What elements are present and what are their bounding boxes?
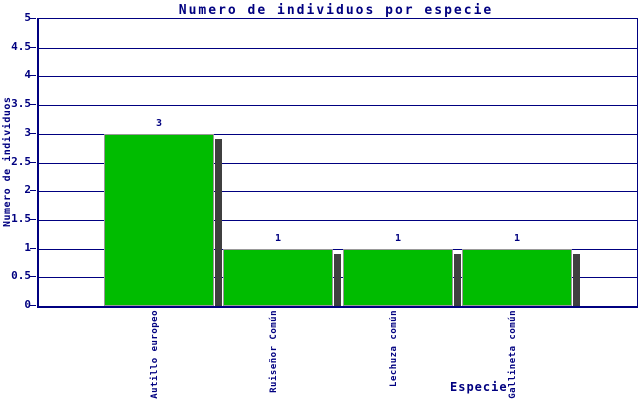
- chart-title: Numero de individuos por especie: [178, 3, 494, 18]
- bar-value-label: 1: [274, 233, 282, 244]
- y-tick: [30, 18, 36, 19]
- bar-shadow: [334, 254, 341, 306]
- y-tick: [30, 133, 36, 134]
- x-category-label: Gallineta común: [508, 310, 518, 399]
- y-tick: [30, 305, 36, 306]
- y-tick-label: 3: [24, 126, 31, 139]
- gridline: [39, 191, 637, 192]
- x-category-label: Autillo europeo: [150, 310, 160, 399]
- bar: [343, 249, 453, 306]
- y-tick: [30, 190, 36, 191]
- y-tick-label: 2: [24, 183, 31, 196]
- y-tick-label: 2.5: [11, 155, 31, 168]
- gridline: [39, 134, 637, 135]
- y-tick-label: 0: [24, 298, 31, 311]
- bar: [462, 249, 572, 306]
- y-tick-label: 3.5: [11, 97, 31, 110]
- y-tick-label: 5: [24, 11, 31, 24]
- bar: [223, 249, 333, 306]
- x-category-label: Ruiseñor Común: [269, 310, 279, 393]
- gridline: [39, 249, 637, 250]
- bar-value-label: 3: [155, 118, 163, 129]
- bar-value-label: 1: [513, 233, 521, 244]
- plot-area: 3 1 1 1: [37, 18, 638, 308]
- bar: [104, 134, 214, 306]
- y-tick: [30, 47, 36, 48]
- gridline: [39, 163, 637, 164]
- y-tick: [30, 162, 36, 163]
- gridline: [39, 48, 637, 49]
- gridline: [39, 76, 637, 77]
- bar-shadow: [454, 254, 461, 306]
- y-tick: [30, 219, 36, 220]
- y-tick: [30, 248, 36, 249]
- gridline: [39, 105, 637, 106]
- y-tick-label: 4: [24, 68, 31, 81]
- x-axis-title: Especie: [450, 380, 508, 394]
- y-tick-label: 1.5: [11, 212, 31, 225]
- gridline: [39, 220, 637, 221]
- y-tick-label: 1: [24, 241, 31, 254]
- bar-shadow: [573, 254, 580, 306]
- y-tick-label: 0.5: [11, 269, 31, 282]
- y-tick: [30, 276, 36, 277]
- y-tick-label: 4.5: [11, 40, 31, 53]
- x-category-label: Lechuza común: [389, 310, 399, 387]
- y-tick: [30, 104, 36, 105]
- bar-value-label: 1: [394, 233, 402, 244]
- bar-shadow: [215, 139, 222, 306]
- y-tick: [30, 75, 36, 76]
